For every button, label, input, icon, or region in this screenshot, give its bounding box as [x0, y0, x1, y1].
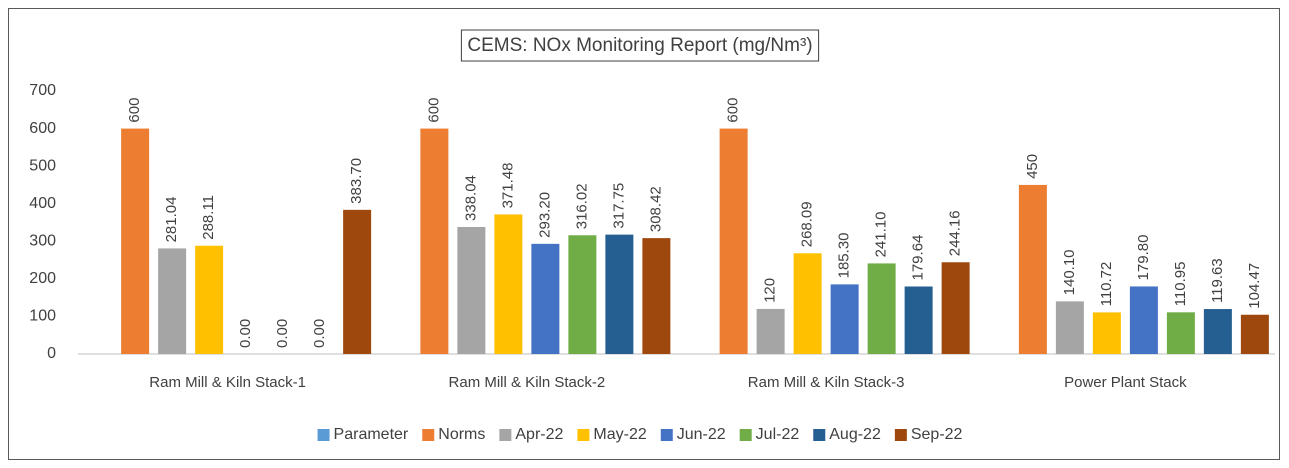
- bar: [1092, 312, 1121, 354]
- y-tick-label: 500: [29, 157, 56, 174]
- legend-swatch: [813, 429, 826, 441]
- y-tick-label: 100: [29, 308, 56, 325]
- bar: [719, 128, 748, 354]
- data-label: 140.10: [1061, 249, 1078, 295]
- bar: [195, 245, 224, 354]
- y-tick-label: 700: [29, 82, 56, 99]
- x-tick-label: Power Plant Stack: [1064, 374, 1187, 391]
- legend-label: Apr-22: [515, 426, 563, 443]
- legend-label: Jun-22: [677, 426, 726, 443]
- bar: [1129, 286, 1158, 354]
- bar: [1203, 309, 1232, 354]
- data-label: 600: [126, 98, 143, 123]
- data-label: 120: [762, 278, 779, 303]
- bar: [121, 128, 150, 354]
- bar: [642, 238, 671, 354]
- data-label: 308.42: [647, 186, 664, 232]
- y-tick-label: 400: [29, 195, 56, 212]
- bar: [904, 286, 933, 354]
- x-tick-label: Ram Mill & Kiln Stack-3: [748, 374, 905, 391]
- data-label: 179.64: [910, 235, 927, 281]
- legend-label: Norms: [438, 426, 485, 443]
- data-label: 119.63: [1209, 258, 1226, 303]
- legend-swatch: [317, 429, 330, 441]
- bar: [1240, 314, 1269, 354]
- bar: [1055, 301, 1084, 354]
- bar: [343, 209, 372, 354]
- data-label: 0.00: [237, 319, 254, 348]
- legend-swatch: [577, 429, 590, 441]
- legend-label: Parameter: [334, 426, 409, 443]
- legend-swatch: [739, 429, 752, 441]
- data-label: 110.95: [1172, 262, 1189, 307]
- legend-swatch: [499, 429, 512, 441]
- data-label: 110.72: [1098, 262, 1115, 307]
- data-label: 185.30: [836, 232, 853, 278]
- bar: [605, 234, 634, 354]
- bar: [158, 248, 187, 354]
- data-label: 241.10: [873, 212, 890, 258]
- data-label: 316.02: [573, 183, 590, 229]
- bar: [494, 214, 523, 354]
- data-label: 0.00: [311, 319, 328, 348]
- data-label: 244.16: [947, 210, 964, 256]
- data-label: 281.04: [163, 197, 180, 243]
- data-label: 383.70: [348, 158, 365, 204]
- chart-title: CEMS: NOx Monitoring Report (mg/Nm³): [467, 35, 812, 56]
- legend-swatch: [660, 429, 673, 441]
- bar: [793, 253, 822, 354]
- bar: [941, 262, 970, 354]
- chart-border: [8, 8, 1280, 460]
- data-label: 268.09: [799, 201, 816, 247]
- legend-swatch: [894, 429, 907, 441]
- x-tick-label: Ram Mill & Kiln Stack-2: [449, 374, 606, 391]
- data-label: 179.80: [1135, 235, 1152, 281]
- legend-label: May-22: [593, 426, 646, 443]
- bar: [457, 226, 486, 354]
- data-label: 288.11: [200, 195, 217, 240]
- legend-label: Jul-22: [756, 426, 800, 443]
- data-label: 338.04: [462, 175, 479, 221]
- title-box: [460, 29, 820, 62]
- y-tick-label: 300: [29, 233, 56, 250]
- bar: [420, 128, 449, 354]
- legend: Parameter Norms Apr-22 May-22 Jun-22 Jul-22 Au…: [317, 426, 963, 443]
- data-label: 600: [425, 98, 442, 123]
- bar: [1166, 312, 1195, 354]
- bar: [531, 243, 560, 354]
- y-tick-label: 600: [29, 120, 56, 137]
- data-label: 450: [1024, 154, 1041, 179]
- y-tick-label: 0: [47, 345, 56, 362]
- data-label: 293.20: [536, 192, 553, 238]
- data-label: 104.47: [1246, 263, 1263, 309]
- data-label: 600: [725, 98, 742, 123]
- bar: [830, 284, 859, 354]
- bar: [1018, 184, 1047, 354]
- legend-swatch: [422, 429, 435, 441]
- legend-label: Sep-22: [911, 426, 963, 443]
- bar: [756, 308, 785, 354]
- bar: [568, 235, 597, 354]
- bar: [867, 263, 896, 354]
- data-label: 317.75: [610, 183, 627, 229]
- legend-label: Aug-22: [829, 426, 881, 443]
- data-label: 0.00: [274, 319, 291, 348]
- x-tick-label: Ram Mill & Kiln Stack-1: [149, 374, 306, 391]
- y-tick-label: 200: [29, 270, 56, 287]
- data-label: 371.48: [499, 163, 516, 209]
